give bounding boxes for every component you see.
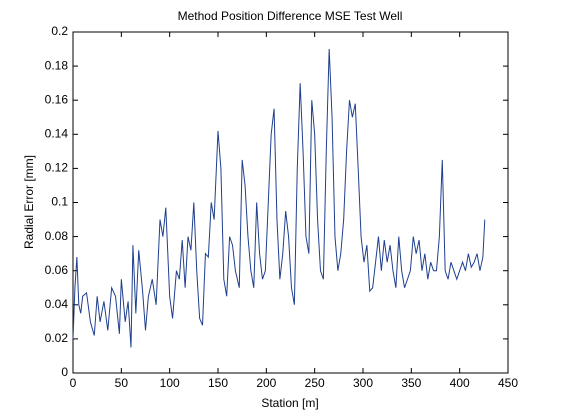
data-line	[72, 49, 486, 348]
y-tick-label: 0.12	[45, 161, 69, 175]
x-tick-label: 400	[450, 376, 470, 390]
y-tick-label: 0.2	[51, 24, 68, 38]
x-tick-label: 300	[353, 376, 373, 390]
y-tick-label: 0.18	[45, 58, 69, 72]
y-tick-label: 0.06	[45, 263, 69, 277]
x-tick-label: 0	[70, 376, 77, 390]
x-tick-label: 200	[256, 376, 276, 390]
x-tick-label: 450	[498, 376, 518, 390]
y-tick-label: 0.08	[45, 229, 69, 243]
plot-area	[72, 31, 509, 374]
y-tick-label: 0.02	[45, 331, 69, 345]
x-tick-label: 150	[208, 376, 228, 390]
x-tick-label: 50	[115, 376, 129, 390]
x-tick-label: 350	[401, 376, 421, 390]
y-axis-label: Radial Error [mm]	[22, 155, 36, 249]
chart-title: Method Position Difference MSE Test Well	[178, 9, 403, 23]
x-tick-label: 100	[160, 376, 180, 390]
y-tick-label: 0.04	[45, 297, 69, 311]
y-tick-label: 0.1	[51, 195, 68, 209]
x-axis-label: Station [m]	[261, 396, 318, 410]
y-tick-label: 0.16	[45, 92, 69, 106]
x-tick-label: 250	[305, 376, 325, 390]
y-tick-label: 0	[61, 365, 68, 379]
y-tick-label: 0.14	[45, 126, 69, 140]
